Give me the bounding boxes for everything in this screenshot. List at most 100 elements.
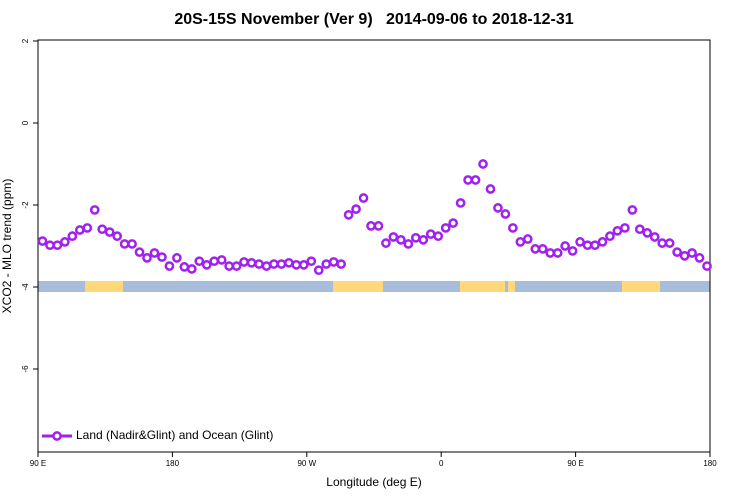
data-point [687, 248, 697, 258]
data-point [291, 260, 302, 270]
y-tick-label: 2 [21, 38, 30, 43]
data-point [396, 235, 406, 245]
y-tick-label: -2 [21, 201, 30, 209]
x-tick-label: 180 [703, 459, 717, 468]
data-point [313, 265, 324, 276]
y-tick-label: 0 [21, 120, 30, 125]
data-point [209, 256, 220, 267]
data-point [590, 240, 600, 251]
data-point [381, 238, 391, 248]
data-point [560, 241, 570, 251]
chart-title: 20S-15S November (Ver 9) 2014-09-06 to 2… [174, 11, 573, 28]
x-axis-label: Longitude (deg E) [326, 475, 421, 489]
data-point [582, 240, 593, 251]
data-point [679, 250, 690, 261]
data-point [142, 253, 152, 263]
land-band [85, 281, 123, 292]
data-point [537, 244, 548, 254]
data-point [493, 203, 503, 213]
data-point [276, 259, 287, 269]
data-point [440, 223, 451, 233]
data-point [239, 257, 249, 267]
data-point [612, 225, 623, 236]
data-point [134, 247, 145, 257]
legend-label: Land (Nadir&Glint) and Ocean (Glint) [76, 428, 273, 442]
data-point [127, 239, 137, 249]
data-point [649, 232, 660, 242]
data-point [45, 240, 55, 251]
data-point [508, 223, 518, 233]
y-axis-label: XCO2 - MLO trend (ppm) [0, 179, 14, 314]
data-point [89, 205, 100, 215]
data-point [500, 209, 511, 219]
land-band [508, 281, 515, 292]
data-point [336, 259, 346, 269]
data-point [284, 257, 294, 268]
y-tick-label: -4 [21, 283, 30, 291]
data-point [418, 235, 429, 245]
data-point [388, 232, 399, 242]
data-point [694, 253, 705, 263]
data-point [112, 231, 122, 242]
land-band [333, 281, 383, 292]
data-point [254, 259, 264, 269]
data-point [605, 231, 615, 242]
data-point [82, 223, 93, 233]
surface-band [38, 281, 710, 292]
data-point [410, 232, 421, 243]
data-point [403, 239, 414, 249]
data-point [60, 237, 70, 247]
data-point [455, 198, 466, 208]
data-point [157, 252, 167, 262]
data-point [575, 237, 585, 247]
data-point [597, 237, 608, 247]
data-point [657, 238, 668, 248]
data-point [433, 231, 444, 242]
data-point [515, 237, 526, 247]
plot-frame [37, 39, 711, 453]
data-point [530, 244, 541, 254]
data-point [74, 225, 85, 235]
data-point [373, 221, 384, 231]
x-tick-label: 90 W [297, 459, 316, 468]
data-point [366, 221, 376, 231]
data-point [164, 261, 175, 271]
data-point [231, 261, 242, 271]
data-point [672, 247, 682, 257]
data-point [97, 224, 108, 235]
x-tick-label: 90 E [567, 459, 583, 468]
x-tick-label: 180 [166, 459, 180, 468]
data-point [52, 240, 63, 251]
x-tick-label: 0 [439, 459, 444, 468]
data-point [343, 209, 354, 220]
legend-marker [52, 431, 62, 441]
data-point [37, 236, 48, 246]
data-point [664, 238, 675, 248]
data-point [463, 175, 473, 185]
data-point [298, 260, 309, 270]
data-point [186, 264, 197, 274]
data-point [552, 248, 563, 258]
data-point [104, 227, 115, 237]
data-point [634, 224, 645, 235]
data-point [478, 159, 488, 169]
data-point [522, 234, 533, 244]
land-band [460, 281, 505, 292]
data-point [246, 257, 257, 268]
data-point [179, 262, 190, 272]
data-point [261, 261, 272, 271]
x-tick-label: 90 E [30, 459, 46, 468]
data-point [224, 261, 234, 271]
data-point [702, 261, 712, 271]
data-point [485, 184, 496, 194]
data-point [358, 193, 369, 203]
data-point [620, 223, 630, 233]
data-point [470, 175, 481, 185]
data-point [545, 248, 556, 258]
data-point [567, 246, 578, 256]
data-point [425, 229, 436, 239]
data-point [67, 231, 78, 242]
data-point [448, 218, 458, 228]
